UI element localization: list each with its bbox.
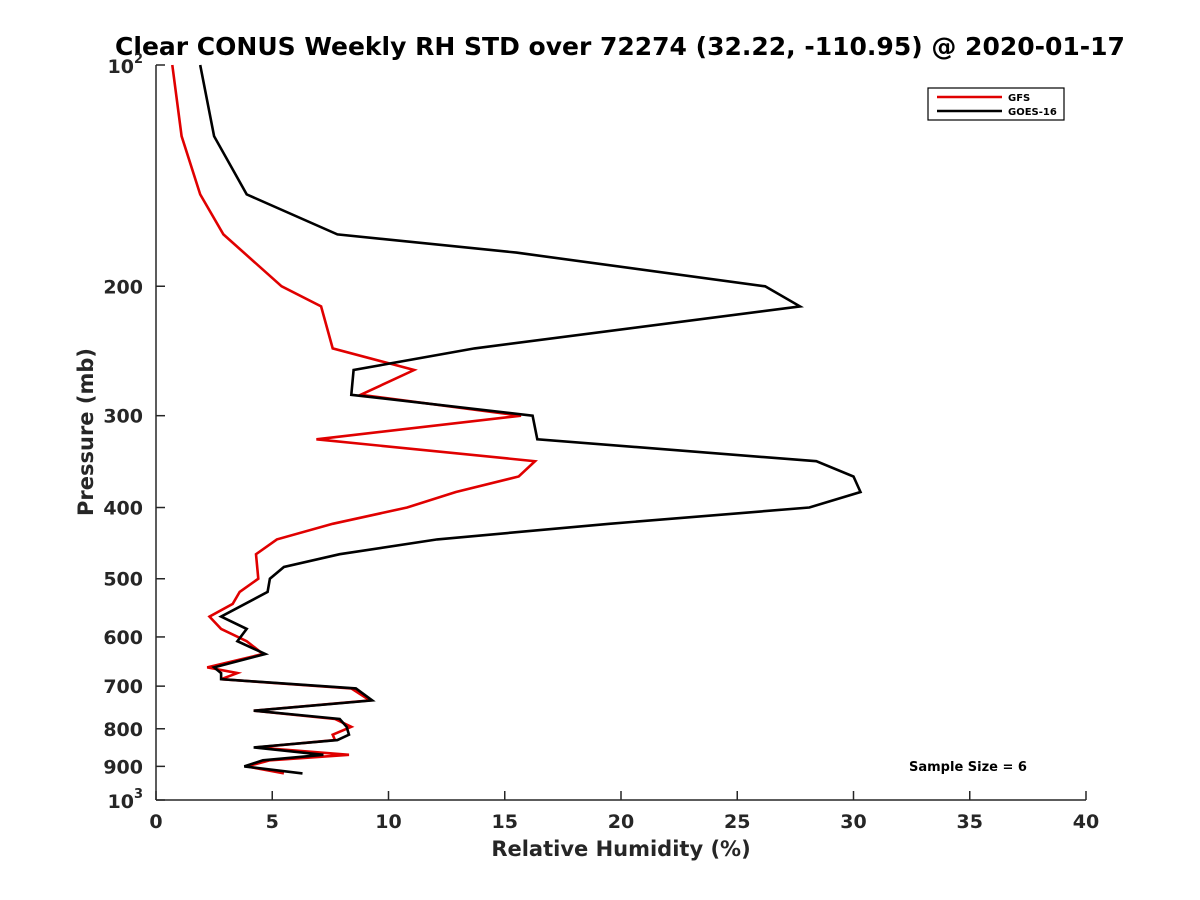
y-tick-label: 500 — [103, 569, 143, 591]
y-tick-label: 600 — [103, 627, 143, 649]
x-tick-label: 30 — [840, 811, 866, 833]
y-tick-label: 400 — [103, 498, 143, 520]
x-tick-label: 40 — [1073, 811, 1099, 833]
series-line-goes16 — [198, 64, 863, 775]
x-tick-layer: 0 5 10 15 20 25 30 35 40 — [149, 791, 1099, 833]
y-tick-exponent: 3 — [134, 787, 143, 802]
y-axis-label: Pressure (mb) — [74, 348, 98, 516]
x-axis-label: Relative Humidity (%) — [491, 837, 750, 861]
legend: GFS GOES-16 — [927, 87, 1065, 121]
legend-label-gfs: GFS — [1008, 93, 1030, 104]
y-tick-label: 800 — [103, 719, 143, 741]
x-tick-label: 10 — [375, 811, 401, 833]
x-tick-label: 15 — [492, 811, 518, 833]
sample-size-annotation: Sample Size = 6 — [909, 760, 1027, 775]
y-tick-label: 700 — [103, 676, 143, 698]
x-tick-label: 25 — [724, 811, 750, 833]
x-tick-label: 35 — [957, 811, 983, 833]
series-layer — [171, 64, 863, 775]
y-tick-label: 10 — [108, 56, 134, 78]
legend-box — [927, 87, 1065, 121]
x-tick-label: 20 — [608, 811, 634, 833]
y-tick-label: 200 — [103, 276, 143, 298]
axes-layer — [155, 65, 1086, 801]
chart-title: Clear CONUS Weekly RH STD over 72274 (32… — [115, 32, 1125, 61]
y-tick-label: 10 — [108, 791, 134, 813]
series-line-gfs — [171, 64, 538, 775]
y-tick-label: 900 — [103, 756, 143, 778]
x-tick-label: 0 — [149, 811, 162, 833]
x-tick-label: 5 — [266, 811, 279, 833]
y-tick-label: 300 — [103, 406, 143, 428]
y-tick-exponent: 2 — [134, 52, 143, 67]
legend-label-goes16: GOES-16 — [1008, 107, 1057, 118]
